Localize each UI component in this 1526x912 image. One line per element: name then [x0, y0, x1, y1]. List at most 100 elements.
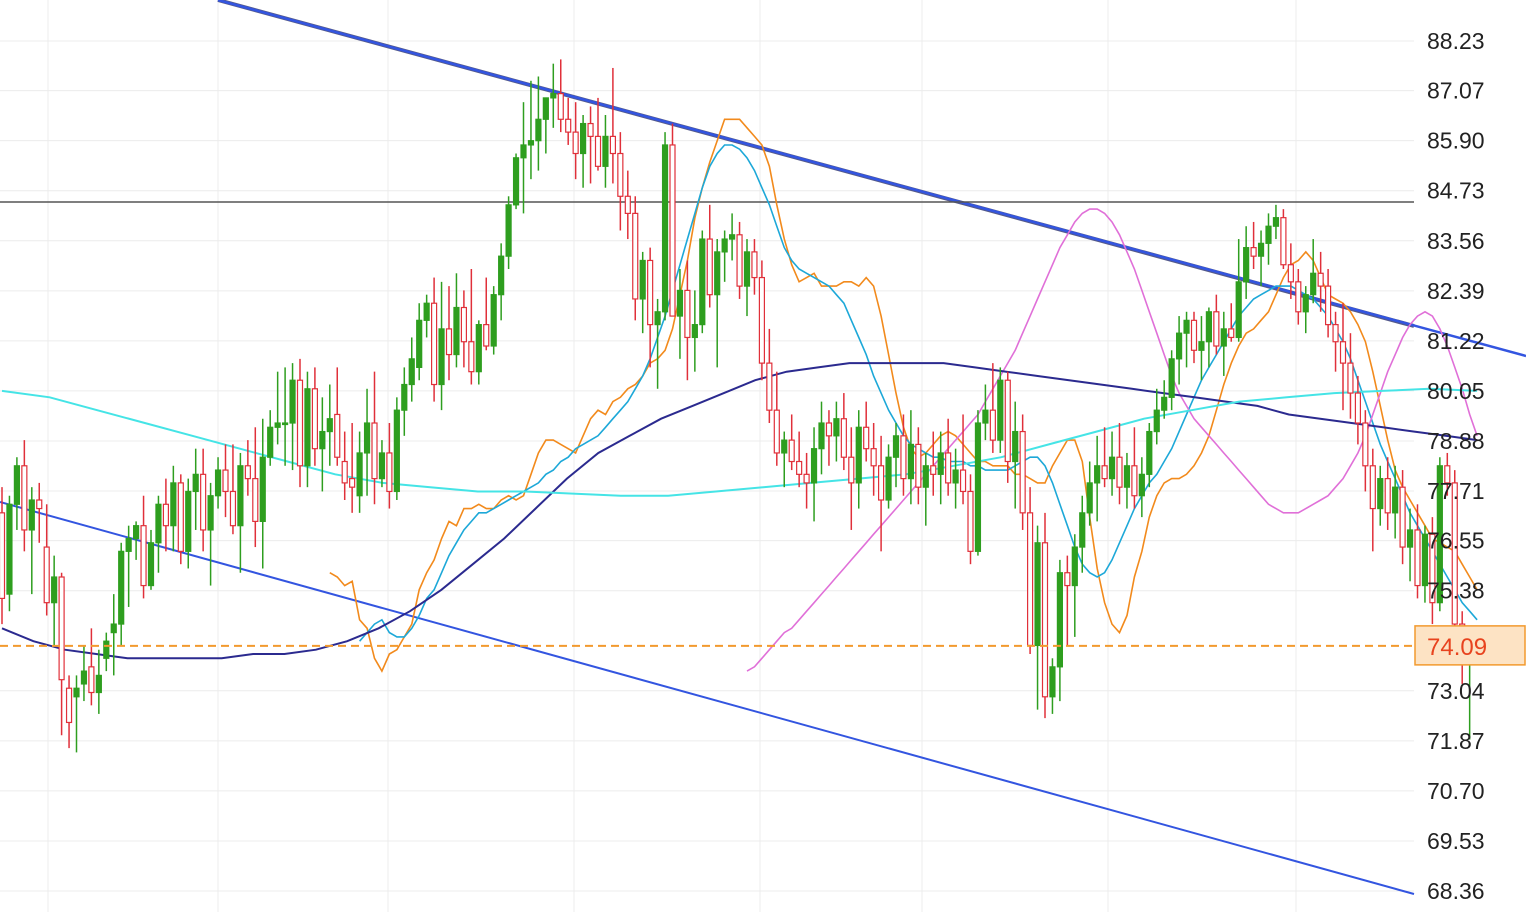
candle: [200, 448, 207, 552]
candle-body: [1161, 396, 1168, 411]
candle-body: [408, 358, 415, 386]
candle: [1041, 512, 1049, 719]
candle-body: [133, 525, 140, 540]
candle: [103, 632, 110, 672]
gridlines: [0, 0, 1414, 912]
candle-body: [80, 670, 88, 685]
candle: [1324, 269, 1332, 338]
candle-body: [706, 238, 713, 296]
candle-body: [1198, 341, 1205, 351]
candle: [1436, 457, 1443, 612]
candle-body: [1131, 465, 1138, 497]
candle-body: [1317, 272, 1324, 287]
candle-body: [1362, 422, 1369, 467]
candle: [13, 457, 20, 530]
candle-body: [1406, 529, 1414, 548]
candle: [1317, 251, 1324, 312]
candle-body: [1138, 473, 1145, 497]
candle: [751, 239, 758, 295]
candle: [1280, 209, 1287, 270]
candle-body: [13, 465, 20, 505]
candle-body: [1421, 533, 1429, 587]
candle-body: [1079, 512, 1086, 548]
candle-body: [334, 413, 341, 458]
candle: [579, 115, 587, 188]
candle: [907, 410, 915, 505]
candle: [542, 97, 549, 154]
candle-body: [423, 302, 430, 321]
candle: [133, 521, 140, 560]
candle-body: [498, 255, 505, 296]
candle: [1138, 457, 1145, 518]
candle-body: [788, 439, 795, 463]
candle-body: [758, 276, 766, 364]
candle-body: [1175, 332, 1183, 360]
candle: [1012, 401, 1019, 509]
candle: [550, 63, 557, 128]
candle: [274, 371, 281, 445]
candle-body: [572, 131, 579, 155]
candle-body: [810, 448, 818, 484]
candle: [252, 427, 259, 548]
candle-body: [200, 473, 207, 531]
candle: [1257, 230, 1265, 287]
candle: [185, 478, 192, 569]
candle: [1228, 303, 1235, 342]
candle: [527, 80, 535, 180]
candle-body: [155, 503, 162, 544]
candle: [1108, 431, 1116, 496]
candle: [319, 397, 326, 492]
candle: [326, 384, 333, 466]
candle-body: [453, 306, 460, 356]
candle: [557, 59, 564, 133]
candle-body: [110, 623, 117, 634]
candle: [736, 221, 743, 299]
candle: [490, 286, 497, 355]
candle-body: [1019, 430, 1026, 514]
candle-body: [65, 687, 73, 724]
candle: [1451, 470, 1458, 642]
candle: [535, 76, 542, 171]
price-tick-label: 85.90: [1427, 128, 1485, 154]
candle-body: [557, 93, 564, 120]
candle-body: [214, 469, 222, 497]
candle: [28, 487, 35, 595]
candle: [1250, 221, 1257, 270]
candle: [1265, 213, 1272, 265]
candle: [632, 196, 639, 321]
candle-body: [833, 418, 840, 437]
candle: [1302, 286, 1309, 334]
candle-body: [1108, 456, 1116, 480]
candle: [244, 440, 251, 496]
candle-body: [1310, 272, 1317, 296]
candle-body: [1377, 478, 1384, 510]
candle: [1444, 452, 1451, 496]
candle-body: [647, 259, 654, 326]
candle-body: [542, 97, 549, 120]
candle: [267, 410, 274, 466]
candle-body: [1049, 666, 1056, 698]
candle: [1131, 427, 1138, 509]
candle: [1384, 457, 1391, 530]
candle: [1354, 375, 1362, 445]
channel-lower-line: [0, 501, 1415, 895]
candle: [520, 102, 527, 214]
candle-body: [617, 152, 624, 197]
candle-body: [289, 379, 296, 424]
candle: [1392, 465, 1399, 539]
candle: [118, 542, 125, 646]
candle: [1220, 311, 1227, 376]
candle: [1153, 388, 1160, 445]
candle-body: [371, 422, 378, 480]
candle: [699, 230, 706, 334]
candle-body: [915, 443, 922, 488]
candle: [468, 269, 475, 385]
candle-body: [1332, 324, 1339, 343]
candle-body: [416, 319, 423, 368]
candle: [848, 427, 855, 530]
candle-body: [28, 499, 35, 531]
candle-body: [1429, 533, 1436, 604]
candle: [900, 414, 907, 496]
candle-body: [1265, 225, 1272, 244]
candle: [743, 239, 751, 317]
